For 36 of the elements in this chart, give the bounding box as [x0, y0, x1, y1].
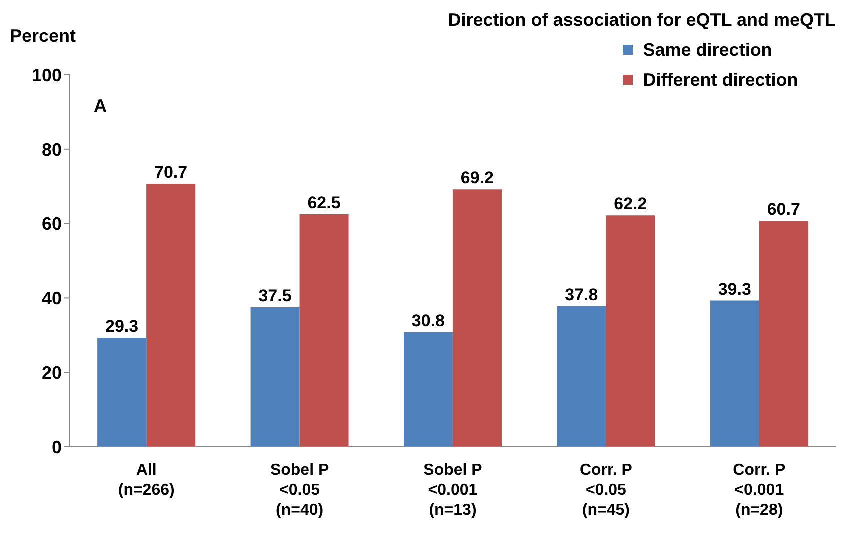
bar — [300, 214, 349, 447]
bar — [452, 190, 502, 447]
data-label: 60.7 — [767, 200, 800, 220]
bar — [250, 308, 300, 447]
data-label: 37.8 — [565, 285, 598, 304]
data-label: 62.5 — [308, 194, 341, 212]
data-label: 30.8 — [412, 311, 446, 330]
x-tick-label: Corr. P <0.05 (n=45) — [580, 462, 633, 519]
y-tick-label: 40 — [42, 288, 62, 309]
y-tick-label: 80 — [42, 140, 62, 160]
x-tick-label: All (n=266) — [118, 462, 175, 499]
bar — [710, 300, 760, 447]
annotation: A — [94, 96, 107, 117]
y-tick-label: 60 — [42, 214, 62, 234]
bar — [146, 184, 196, 447]
x-tick-label: Corr. P <0.001 (n=28) — [733, 462, 786, 519]
data-label: 39.3 — [718, 280, 752, 299]
y-tick-label: 20 — [42, 362, 62, 383]
data-label: 69.2 — [460, 168, 494, 188]
x-tick-label: Sobel P <0.05 (n=40) — [270, 462, 330, 519]
x-tick-label: Sobel P <0.001 (n=13) — [424, 462, 483, 519]
data-label: 62.2 — [614, 194, 648, 214]
y-tick-label: 100 — [32, 65, 62, 86]
bar — [557, 306, 606, 447]
data-label: 70.7 — [154, 162, 188, 182]
data-label: 29.3 — [106, 317, 139, 336]
legend-label: Different direction — [643, 70, 798, 90]
legend-label: Same direction — [643, 40, 772, 60]
bar — [98, 338, 147, 447]
y-axis-title: Percent — [10, 26, 76, 47]
bar — [759, 221, 808, 447]
y-tick-label: 0 — [52, 437, 62, 458]
bar — [606, 216, 656, 447]
legend-title: Direction of association for eQTL and meQTL — [448, 10, 836, 31]
data-label: 37.5 — [258, 286, 292, 306]
bar — [404, 332, 453, 447]
